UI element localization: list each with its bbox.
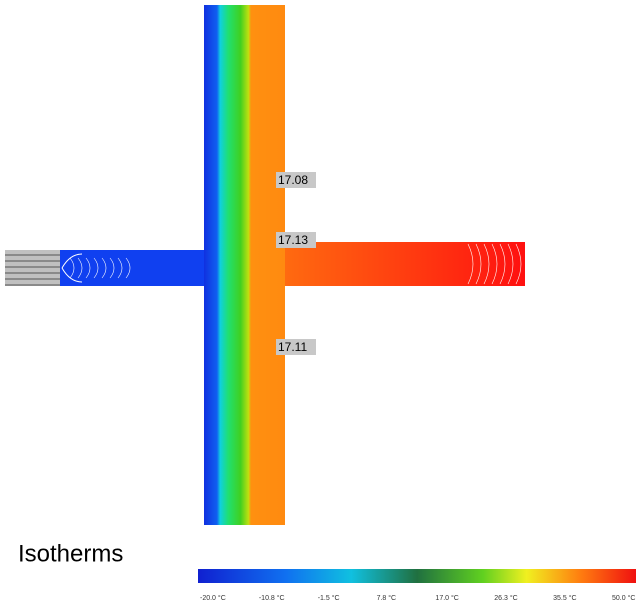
value-labels: 17.08 17.13 17.11 [276,172,316,355]
scale-tick-label: -20.0 °C [200,594,226,602]
scale-tick-label: 26.3 °C [494,594,517,602]
scale-ticks: -20.0 °C -10.8 °C -1.5 °C 7.8 °C 17.0 °C 26.3… [200,594,635,602]
scale-tick-label: 35.5 °C [553,594,576,602]
legend-title: Isotherms [18,540,123,567]
scale-tick-label: 7.8 °C [377,594,397,602]
scale-tick-label: 17.0 °C [435,594,458,602]
scale-tick-label: -10.8 °C [259,594,285,602]
color-scale [198,569,636,583]
temperature-label: 17.11 [278,340,307,354]
scale-tick-label: 50.0 °C [612,594,635,602]
scale-tick-label: -1.5 °C [318,594,340,602]
temperature-label: 17.08 [278,173,308,187]
temperature-label: 17.13 [278,233,308,247]
geometry [5,5,525,525]
